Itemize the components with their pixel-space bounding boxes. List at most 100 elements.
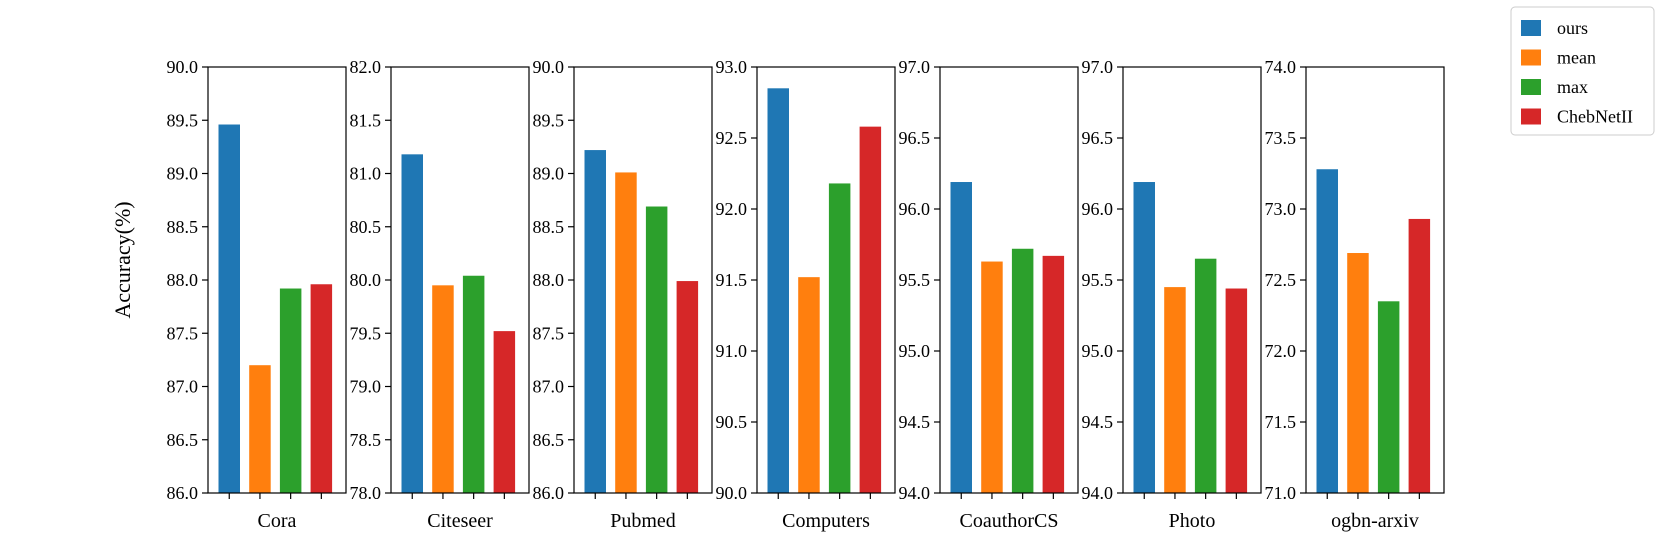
legend-swatch-chebnetii [1521,108,1541,125]
bar-coauthorcs-chebnetii [1042,255,1065,493]
bar-photo-max [1194,258,1217,493]
panel-photo: 94.0 94.5 95.0 95.5 96.0 96.5 97.0 Photo [1082,57,1262,532]
legend: ours mean max ChebNetII [1510,6,1655,136]
y-tick-label: 88.5 [533,217,565,237]
bar-ogbn-arxiv-ours [1316,169,1338,494]
y-tick-label: 96.0 [1082,199,1114,219]
y-tick-label: 94.5 [1082,412,1114,432]
legend-label-chebnetii: ChebNetII [1557,107,1633,127]
y-tick-label: 88.5 [167,217,199,237]
bar-coauthorcs-max [1011,248,1034,493]
y-tick-label: 95.5 [1082,270,1114,290]
bar-coauthorcs-ours [950,182,972,493]
y-tick-label: 90.5 [716,412,748,432]
bar-photo-ours [1133,182,1155,493]
bar-citeseer-mean [432,285,454,493]
y-tick-label: 89.0 [533,164,565,184]
y-tick-label: 88.0 [167,270,199,290]
bar-citeseer-max [462,275,485,493]
y-tick-label: 91.0 [716,341,748,361]
bar-computers-max [828,183,851,493]
bar-citeseer-ours [401,154,423,493]
y-tick-label: 90.0 [533,57,565,77]
y-tick-label: 96.5 [1082,128,1114,148]
y-tick-label: 89.5 [533,110,565,130]
bar-computers-ours [767,88,789,494]
legend-box [1510,6,1655,136]
panel-citeseer: 78.0 78.5 79.0 79.5 80.0 80.5 81.0 81.5 82.0 Cite… [350,57,530,532]
y-tick-label: 81.0 [350,164,382,184]
bar-computers-mean [798,277,820,493]
bar-cora-chebnetii [310,284,333,493]
y-tick-label: 87.5 [533,323,565,343]
y-tick-label: 87.0 [167,377,199,397]
bar-pubmed-chebnetii [676,281,699,493]
panel-pubmed: 86.0 86.5 87.0 87.5 88.0 88.5 89.0 89.5 90.0 Pubm… [533,57,713,532]
y-tick-label: 89.0 [167,164,199,184]
bar-cora-ours [218,124,240,493]
bar-citeseer-chebnetii [493,331,516,493]
y-tick-label: 94.5 [899,412,931,432]
y-tick-label: 72.0 [1265,341,1297,361]
legend-label-mean: mean [1557,48,1596,68]
legend-label-max: max [1557,77,1588,97]
y-tick-label: 73.5 [1265,128,1297,148]
y-tick-label: 95.5 [899,270,931,290]
y-tick-label: 92.5 [716,128,748,148]
y-tick-label: 72.5 [1265,270,1297,290]
y-tick-label: 82.0 [350,57,382,77]
panel-ogbn-arxiv: 71.0 71.5 72.0 72.5 73.0 73.5 74.0 ogbn-arxiv [1265,57,1445,532]
bar-computers-chebnetii [859,126,882,493]
y-tick-label: 92.0 [716,199,748,219]
y-tick-label: 79.5 [350,323,382,343]
y-tick-label: 78.0 [350,483,382,503]
category-label: Photo [1169,510,1216,532]
y-tick-label: 73.0 [1265,199,1297,219]
y-tick-label: 89.5 [167,110,199,130]
y-tick-label: 96.0 [899,199,931,219]
y-tick-label: 86.0 [167,483,199,503]
y-tick-label: 90.0 [167,57,199,77]
bar-pubmed-ours [584,150,606,493]
y-tick-label: 80.0 [350,270,382,290]
bar-photo-chebnetii [1225,288,1248,493]
bar-pubmed-max [645,206,668,493]
y-tick-label: 97.0 [899,57,931,77]
y-axis-label: Accuracy(%) [110,201,135,318]
legend-swatch-max [1521,79,1541,95]
y-tick-label: 88.0 [533,270,565,290]
category-label: CoauthorCS [960,510,1059,532]
bar-cora-max [279,288,302,493]
bar-ogbn-arxiv-max [1377,301,1400,493]
y-tick-label: 81.5 [350,110,382,130]
bar-ogbn-arxiv-mean [1347,253,1369,493]
panel-cora: 86.0 86.5 87.0 87.5 88.0 88.5 89.0 89.5 90.0 Cora [167,57,347,532]
legend-label-ours: ours [1557,18,1588,38]
legend-swatch-mean [1521,49,1541,66]
y-tick-label: 87.5 [167,323,199,343]
y-tick-label: 90.0 [716,483,748,503]
category-label: ogbn-arxiv [1331,510,1419,532]
y-tick-label: 79.0 [350,377,382,397]
category-label: Pubmed [610,510,676,532]
panel-computers: 90.0 90.5 91.0 91.5 92.0 92.5 93.0 Computers [716,57,896,532]
bar-pubmed-mean [615,172,637,493]
panel-coauthorcs: 94.0 94.5 95.0 95.5 96.0 96.5 97.0 CoauthorCS [899,57,1079,532]
y-tick-label: 71.5 [1265,412,1297,432]
y-tick-label: 78.5 [350,430,382,450]
bar-coauthorcs-mean [981,261,1003,493]
category-label: Cora [258,510,297,532]
legend-swatch-ours [1521,20,1541,36]
panels: 86.0 86.5 87.0 87.5 88.0 88.5 89.0 89.5 90.0 Cora… [167,57,1445,532]
y-tick-label: 97.0 [1082,57,1114,77]
y-tick-label: 86.5 [167,430,199,450]
y-tick-label: 94.0 [1082,483,1114,503]
y-tick-label: 86.0 [533,483,565,503]
category-label: Computers [782,510,870,532]
y-tick-label: 87.0 [533,377,565,397]
y-tick-label: 94.0 [899,483,931,503]
category-label: Citeseer [427,510,493,532]
y-tick-label: 74.0 [1265,57,1297,77]
y-tick-label: 93.0 [716,57,748,77]
